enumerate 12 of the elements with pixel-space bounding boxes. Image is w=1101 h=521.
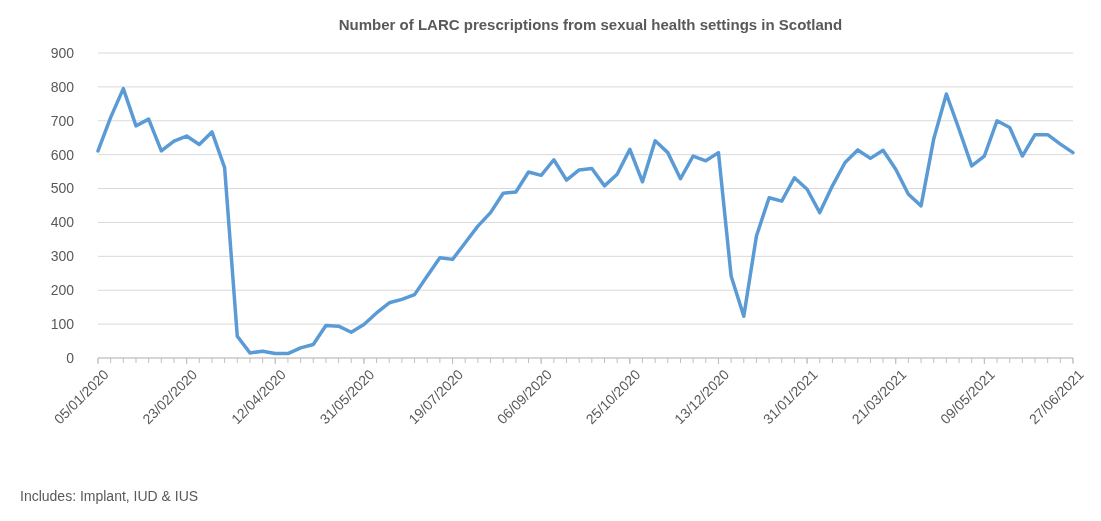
y-tick-label: 0	[66, 349, 75, 366]
y-tick-label: 500	[50, 180, 75, 197]
y-tick-label: 600	[50, 146, 75, 163]
text: Includes: Implant, IUD & IUS	[20, 488, 199, 504]
y-tick-label: 400	[50, 214, 75, 231]
y-tick-label: 800	[50, 78, 75, 95]
y-tick-label: 700	[50, 112, 75, 129]
y-tick-label: 200	[50, 282, 75, 299]
y-tick-label: 300	[50, 248, 75, 265]
y-tick-label: 900	[50, 44, 75, 61]
y-tick-label: 100	[50, 316, 75, 333]
chart-title: Number of LARC prescriptions from sexual health settings in Scotland	[338, 16, 843, 33]
